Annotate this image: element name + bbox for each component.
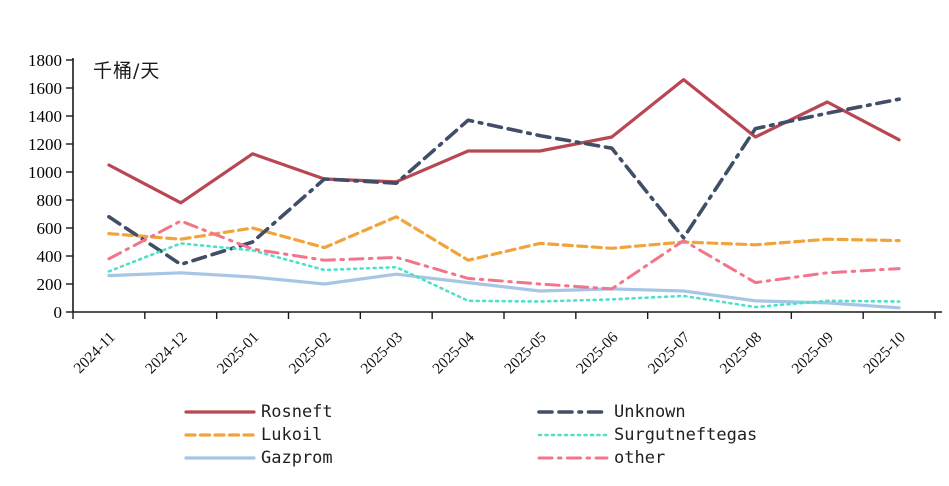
x-tick-label: 2025-07 [645, 329, 694, 378]
series-line-lukoil [107, 215, 901, 262]
y-tick-label: 0 [54, 303, 63, 322]
series-line-unknown [107, 97, 901, 267]
x-tick-label: 2025-01 [214, 329, 263, 378]
y-tick-label: 600 [37, 219, 63, 238]
y-tick-label: 1800 [28, 51, 62, 70]
series-line-surgutneftegas [107, 242, 901, 309]
x-tick-label: 2025-08 [717, 329, 766, 378]
x-tick-label: 2025-09 [789, 329, 838, 378]
x-tick-label: 2025-05 [501, 329, 550, 378]
x-tick-label: 2025-06 [573, 329, 622, 378]
y-tick-label: 1600 [28, 79, 62, 98]
y-tick-label: 200 [37, 275, 63, 294]
x-tick-label: 2025-04 [429, 329, 478, 378]
x-tick-label: 2025-10 [860, 329, 909, 378]
series-line-gazprom [107, 271, 901, 310]
series-line-other [107, 219, 901, 291]
x-tick-label: 2024-11 [71, 329, 119, 377]
y-tick-label: 400 [37, 247, 63, 266]
x-tick-label: 2024-12 [142, 329, 191, 378]
y-tick-label: 1000 [28, 163, 62, 182]
y-tick-label: 800 [37, 191, 63, 210]
y-tick-label: 1200 [28, 135, 62, 154]
y-tick-label: 1400 [28, 107, 62, 126]
x-tick-label: 2025-03 [358, 329, 407, 378]
y-axis-unit-label: 千桶/天 [93, 60, 161, 82]
x-tick-label: 2025-02 [286, 329, 335, 378]
series-line-rosneft [107, 77, 901, 205]
